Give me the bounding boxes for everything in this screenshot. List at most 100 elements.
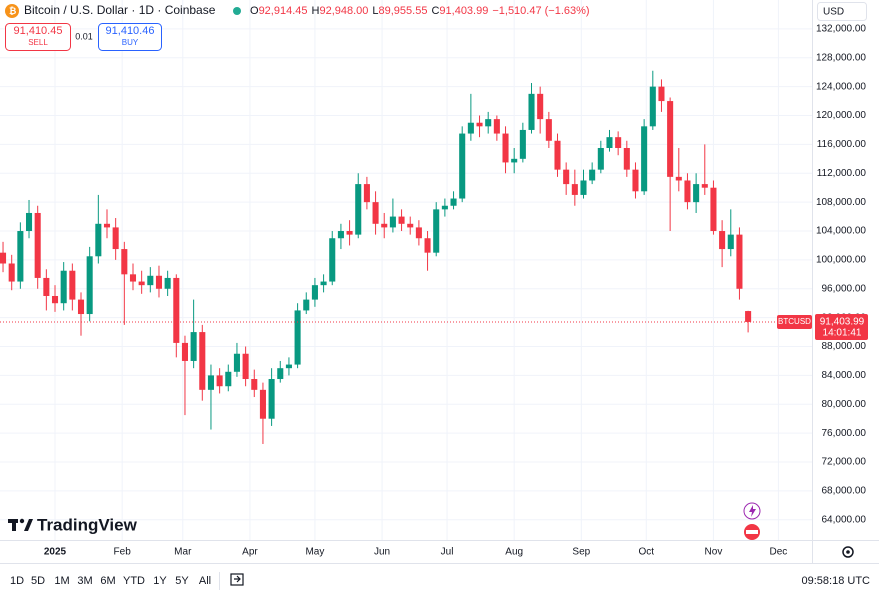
candle-body [355,184,362,235]
candle-body [606,137,613,148]
x-tick-label: May [305,547,324,558]
logo-icon [8,518,33,531]
axes: 64,000.00 68,000.00 72,000.00 76,000.00 80,0… [0,24,868,558]
candles [0,70,752,444]
ohlc-value: 91,403.99 [439,5,488,17]
ai-glyph [749,505,756,517]
candle-body [337,231,344,239]
y-tick-label: 80,000.00 [822,399,867,410]
candle-body [736,234,743,289]
candle-body [259,389,266,419]
range-toolbar: 1D 5D 1M 3M 6M YTD 1Y 5Y All [10,575,211,587]
sell-price: 91,410.45 [14,25,63,37]
candle-body [580,180,587,195]
ohlc-value: 89,955.55 [379,5,428,17]
candle-body [476,122,483,127]
settings-icon[interactable] [842,546,854,558]
range-button[interactable]: 5D [31,575,45,587]
x-tick-label: Oct [639,547,655,558]
candle-body [363,184,370,203]
candle-body [597,147,604,170]
candle-body [164,277,171,289]
candle-body [675,176,682,181]
candle-body [311,285,318,300]
candle-body [710,187,717,232]
candle-body [381,223,388,228]
candle-body [372,202,379,224]
candle-body [615,137,622,148]
candle-body [285,364,292,369]
candle-body [459,133,466,199]
candle-body [415,227,422,239]
range-button[interactable]: All [199,575,211,587]
candle-body [641,126,648,192]
market-status [233,7,241,15]
candle-body [467,122,474,134]
symbol-tag-label: BTCUSD [778,317,811,326]
candle-body [424,238,431,253]
last-price-label: 91,403.99 [820,317,865,328]
symbol-title[interactable]: Bitcoin / U.S. Dollar · 1D · Coinbase [24,3,216,17]
y-tick-label: 72,000.00 [822,457,867,468]
candle-body [658,86,665,102]
candle-body [727,234,734,250]
range-button[interactable]: 1Y [153,575,167,587]
ohlc-key: L [372,5,378,17]
events-glyph [746,530,758,534]
last-price-box [815,313,868,340]
candle-body [51,295,59,304]
candle-body [277,368,284,380]
buy-label: BUY [122,38,139,47]
range-button[interactable]: 6M [100,575,115,587]
candle-body [693,184,700,203]
buy-button[interactable] [98,23,162,51]
candle-body [34,212,41,278]
replay-icon[interactable] [230,573,244,586]
candle-body [563,169,570,185]
candle-body [199,332,206,390]
y-tick-label: 100,000.00 [816,255,866,266]
candle-body [389,216,396,228]
settings-dot [846,550,850,554]
ohlc-change: −1,510.47 (−1.63%) [492,5,589,17]
y-tick-label: 132,000.00 [816,24,866,35]
sell-button[interactable] [5,23,71,51]
candle-body [719,231,726,250]
candle-body [329,238,336,282]
y-tick-label: 124,000.00 [816,81,866,92]
candle-body [155,275,163,289]
candle-body [251,379,258,390]
candle-body [346,231,353,235]
y-tick-label: 116,000.00 [817,139,867,150]
range-button[interactable]: YTD [123,575,145,587]
candle-body [485,119,492,127]
candle-body [450,198,457,206]
x-tick-label: Dec [770,547,788,558]
range-button[interactable]: 3M [77,575,92,587]
currency-selector[interactable] [817,2,867,21]
candle-body [25,212,33,232]
candle-body [77,299,85,315]
candle-body [632,169,639,192]
candle-body [684,180,691,203]
candle-body [502,133,509,163]
candle-body [667,101,674,177]
y-tick-label: 84,000.00 [822,370,867,381]
range-button[interactable]: 5Y [175,575,189,587]
range-button[interactable]: 1D [10,575,24,587]
x-tick-label: Jun [374,547,390,558]
y-tick-label: 128,000.00 [816,52,866,63]
candle-body [86,256,93,315]
candle-body [320,281,327,286]
candle-body [207,375,214,390]
x-tick-label: Apr [242,547,258,558]
candle-body [554,140,561,170]
range-button[interactable]: 1M [54,575,69,587]
candle-body [701,184,708,188]
bitcoin-icon [5,4,19,18]
y-tick-label: 104,000.00 [816,226,866,237]
x-tick-label: Aug [505,547,523,558]
candle-body [433,209,440,253]
y-tick-label: 108,000.00 [816,197,866,208]
